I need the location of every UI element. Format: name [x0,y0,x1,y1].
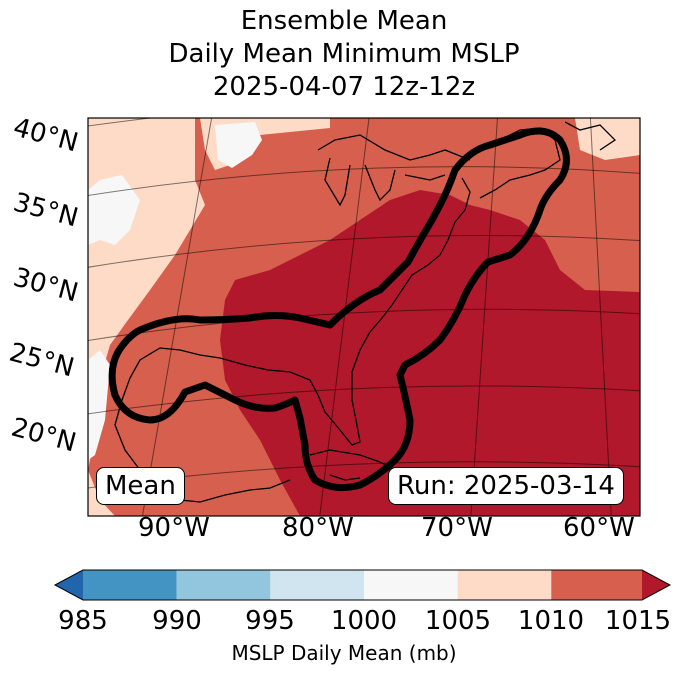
lon-label-90w: 90°W [138,513,210,543]
title-line-1: Ensemble Mean [240,6,448,36]
field-1005-sw [88,470,115,516]
run-date-box: Run: 2025-03-14 [388,467,624,505]
colorbar-bin-1005-1010 [457,570,552,600]
title-line-3: 2025-04-07 12z-12z [212,72,476,102]
map-frame [87,117,641,517]
colorbar-tick-1015: 1015 [604,606,672,636]
colorbar-tick-1005: 1005 [424,606,492,636]
colorbar-tick-1010: 1010 [517,606,585,636]
title-line-2: Daily Mean Minimum MSLP [168,39,520,69]
colorbar-label: MSLP Daily Mean (mb) [231,641,457,665]
colorbar-bin-990-995 [176,570,271,600]
mean-label-box: Mean [96,467,185,505]
lon-label-80w: 80°W [282,513,354,543]
colorbar-tick-995: 995 [245,606,295,636]
field-1000-sw [88,350,110,460]
mslp-contour [108,127,570,492]
colorbar-bin-1010-1015 [551,570,642,600]
lon-label-60w: 60°W [563,513,635,543]
colorbar-tick-985: 985 [58,606,108,636]
colorbar [53,569,672,601]
colorbar-extend-high [642,570,670,600]
colorbar-bin-985-990 [83,570,177,600]
colorbar-bin-1000-1005 [364,570,458,600]
field-1000-north [215,122,262,168]
colorbar-outline [53,569,672,601]
field-1000-west [88,175,140,245]
colorbar-extend-low [55,570,83,600]
colorbar-tick-990: 990 [152,606,202,636]
colorbar-bin-995-1000 [270,570,364,600]
colorbar-tick-1000: 1000 [330,606,398,636]
lon-label-70w: 70°W [421,513,493,543]
